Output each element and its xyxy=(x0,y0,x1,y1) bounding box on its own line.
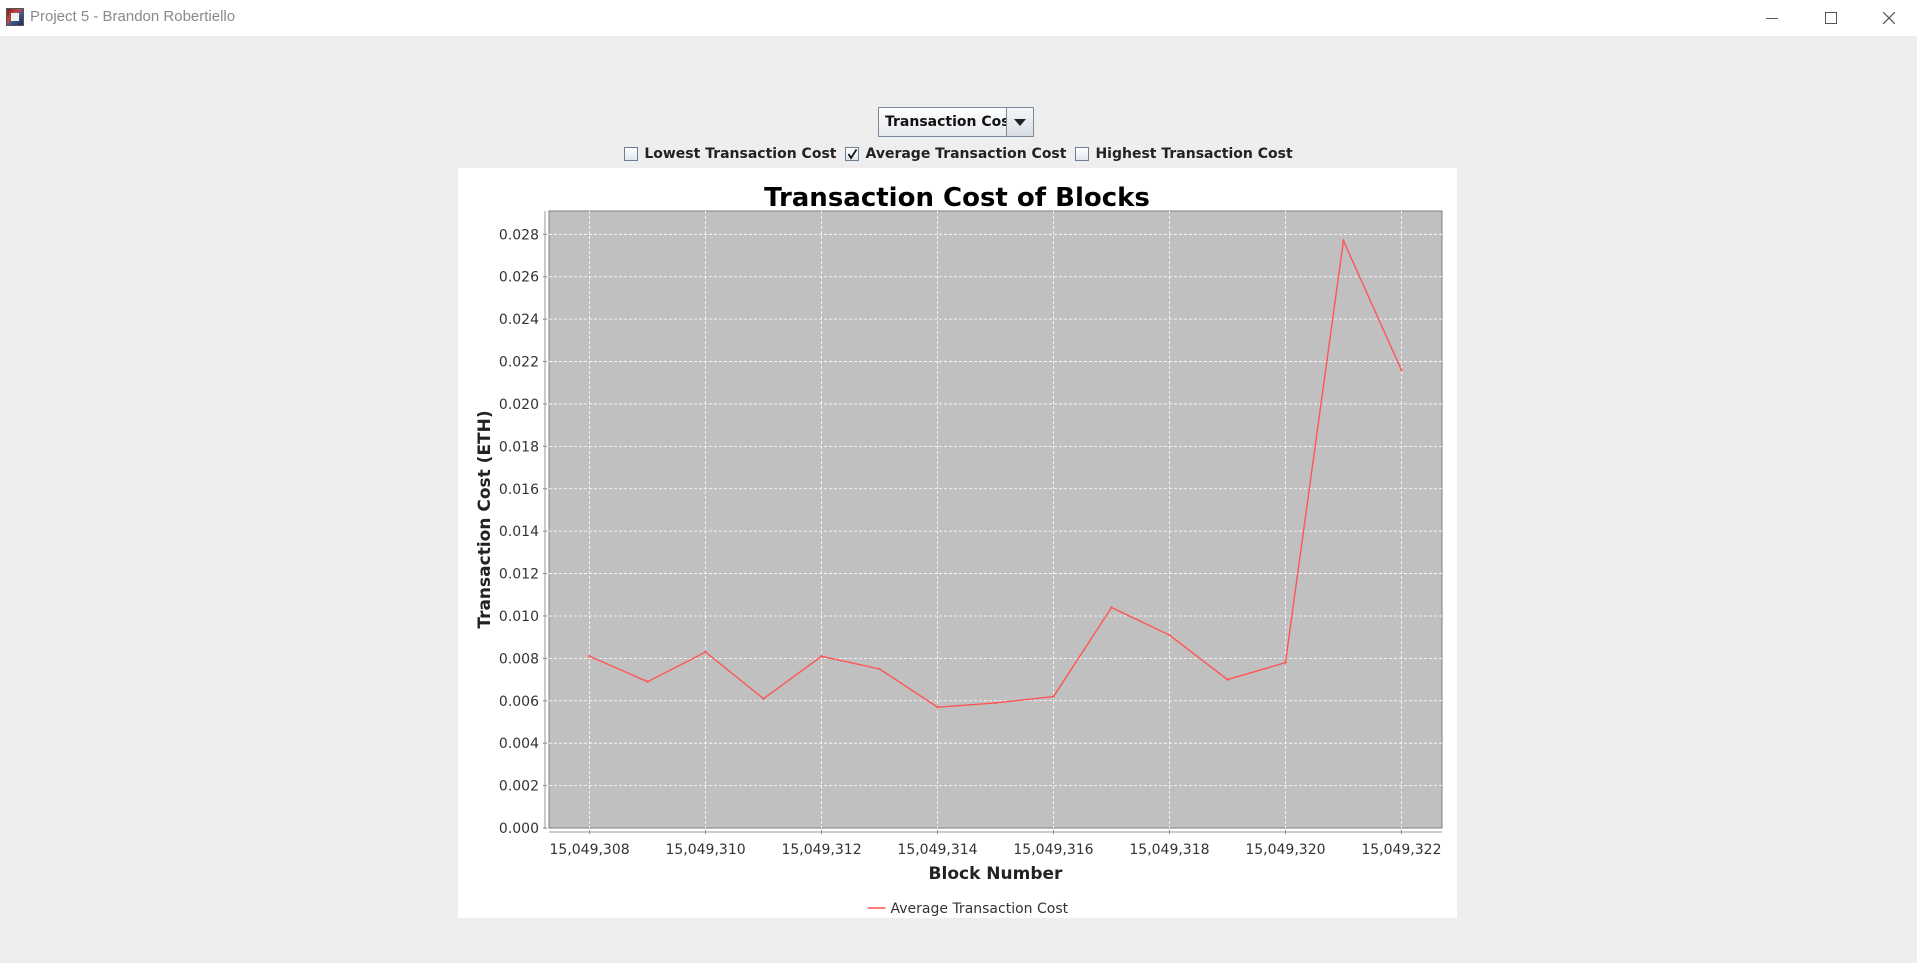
y-axis-label: Transaction Cost (ETH) xyxy=(475,410,495,628)
x-tick-label: 15,049,320 xyxy=(1245,842,1325,858)
y-tick-label: 0.006 xyxy=(499,694,539,710)
y-tick-label: 0.020 xyxy=(499,397,539,413)
close-button[interactable] xyxy=(1861,0,1917,36)
y-tick-label: 0.016 xyxy=(499,482,539,498)
maximize-button[interactable] xyxy=(1803,0,1859,36)
minimize-icon xyxy=(1766,18,1778,19)
y-tick-label: 0.008 xyxy=(499,651,539,667)
maximize-icon xyxy=(1825,12,1837,24)
data-point xyxy=(1110,606,1113,609)
x-tick-label: 15,049,318 xyxy=(1129,842,1209,858)
data-point xyxy=(646,680,649,683)
y-tick-label: 0.000 xyxy=(499,821,539,837)
data-point xyxy=(704,650,707,654)
chevron-down-icon xyxy=(1014,118,1026,126)
y-tick-label: 0.024 xyxy=(499,312,539,328)
line-chart: Transaction Cost of Blocks 0.0000.0020.0… xyxy=(475,183,1443,917)
checkbox-box[interactable] xyxy=(1075,147,1090,161)
series-checkbox-row: Lowest Transaction Cost Average Transact… xyxy=(0,144,1917,164)
checkmark-icon xyxy=(848,149,858,160)
data-point xyxy=(1226,678,1229,681)
window-title: Project 5 - Brandon Robertiello xyxy=(30,8,236,25)
x-tick-label: 15,049,314 xyxy=(897,842,977,858)
data-point xyxy=(994,701,997,705)
y-tick-label: 0.002 xyxy=(499,779,539,795)
y-tick-label: 0.014 xyxy=(499,524,539,540)
y-tick-label: 0.028 xyxy=(499,227,539,243)
checkbox-label: Highest Transaction Cost xyxy=(1095,146,1293,162)
y-tick-label: 0.026 xyxy=(499,270,539,286)
data-point xyxy=(878,667,881,671)
chart-panel: Transaction Cost of Blocks 0.000 0.002 0.0… xyxy=(458,168,1457,918)
checkbox-label: Lowest Transaction Cost xyxy=(644,146,837,162)
checkbox-box[interactable] xyxy=(624,147,639,161)
data-point xyxy=(1168,633,1171,637)
checkbox-label: Average Transaction Cost xyxy=(865,146,1067,162)
highest-cost-checkbox[interactable]: Highest Transaction Cost xyxy=(1075,146,1293,162)
dropdown-arrow-button[interactable] xyxy=(1006,108,1033,136)
y-tick-label: 0.012 xyxy=(499,567,539,583)
metric-dropdown[interactable]: Transaction Cost xyxy=(878,107,1034,137)
x-tick-label: 15,049,310 xyxy=(665,842,745,858)
chart-legend: Average Transaction Cost xyxy=(867,901,1069,917)
average-cost-checkbox[interactable]: Average Transaction Cost xyxy=(845,146,1066,162)
x-tick-label: 15,049,322 xyxy=(1361,842,1441,858)
y-tick-label: 0.004 xyxy=(499,736,539,752)
data-point xyxy=(1342,239,1345,242)
data-point xyxy=(1400,368,1403,372)
axes: 0.000 0.002 0.004 0.006 0.008 0.010 0.012 0.014… xyxy=(499,211,1442,858)
close-icon xyxy=(1883,12,1895,24)
data-point xyxy=(936,705,939,709)
y-tick-label: 0.018 xyxy=(499,439,539,455)
metric-dropdown-value: Transaction Cost xyxy=(885,114,1006,130)
series-lines xyxy=(588,238,1403,709)
data-point xyxy=(1052,695,1055,698)
lowest-cost-checkbox[interactable]: Lowest Transaction Cost xyxy=(624,146,836,162)
data-point xyxy=(1284,661,1287,664)
minimize-button[interactable] xyxy=(1744,0,1800,36)
chart-title: Transaction Cost of Blocks xyxy=(764,183,1150,213)
java-app-icon xyxy=(6,8,24,26)
x-tick-label: 15,049,312 xyxy=(781,842,861,858)
legend-item-label: Average Transaction Cost xyxy=(891,901,1069,917)
data-point xyxy=(820,655,823,658)
data-point xyxy=(762,697,765,700)
checkbox-box[interactable] xyxy=(845,147,860,161)
x-tick-label: 15,049,316 xyxy=(1013,842,1093,858)
x-tick-label: 15,049,308 xyxy=(550,842,630,858)
gridlines xyxy=(549,211,1442,828)
plot-area xyxy=(548,210,1443,829)
y-tick-label: 0.010 xyxy=(499,609,539,625)
data-point xyxy=(588,655,591,658)
x-axis-label: Block Number xyxy=(929,864,1064,884)
y-tick-label: 0.022 xyxy=(499,355,539,371)
window-titlebar: Project 5 - Brandon Robertiello xyxy=(0,0,1917,36)
